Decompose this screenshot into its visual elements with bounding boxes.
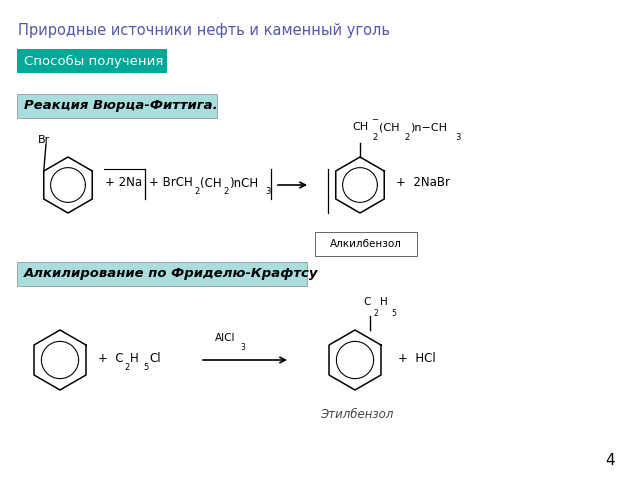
FancyBboxPatch shape	[17, 94, 217, 118]
Text: 2: 2	[194, 188, 199, 196]
Text: 2: 2	[223, 188, 228, 196]
Text: +  C: + C	[98, 351, 124, 364]
Text: H: H	[380, 297, 388, 307]
Text: Cl: Cl	[149, 351, 161, 364]
Text: )n−CH: )n−CH	[410, 122, 447, 132]
Text: Алкилирование по Фриделю-Крафтсу: Алкилирование по Фриделю-Крафтсу	[24, 267, 319, 280]
Text: Способы получения: Способы получения	[24, 54, 163, 68]
Text: (CH: (CH	[200, 177, 221, 190]
FancyBboxPatch shape	[17, 262, 307, 286]
Text: 2: 2	[374, 309, 379, 317]
FancyBboxPatch shape	[17, 49, 167, 73]
Text: 5: 5	[391, 309, 396, 317]
Text: Природные источники нефть и каменный уголь: Природные источники нефть и каменный уго…	[18, 23, 390, 38]
Text: AlCl: AlCl	[215, 333, 236, 343]
Text: Реакция Вюрца-Фиттига.: Реакция Вюрца-Фиттига.	[24, 99, 218, 112]
Text: CH: CH	[352, 122, 368, 132]
Text: C: C	[363, 297, 371, 307]
Text: 4: 4	[605, 453, 615, 468]
Text: +  2NaBr: + 2NaBr	[396, 177, 450, 190]
Text: 2: 2	[124, 363, 129, 372]
Text: (CH: (CH	[379, 122, 399, 132]
Text: 5: 5	[143, 363, 148, 372]
Text: Этилбензол: Этилбензол	[320, 408, 394, 421]
Text: )nCH: )nCH	[229, 177, 258, 190]
Text: Алкилбензол: Алкилбензол	[330, 239, 402, 249]
Text: Br: Br	[38, 135, 51, 145]
FancyBboxPatch shape	[315, 232, 417, 256]
Text: 3: 3	[455, 132, 460, 142]
Text: + 2Na: + 2Na	[105, 177, 142, 190]
Text: 2: 2	[404, 132, 409, 142]
Text: +  HCl: + HCl	[398, 351, 436, 364]
Text: 3: 3	[240, 344, 245, 352]
Text: 2: 2	[372, 132, 377, 142]
Text: −: −	[371, 116, 378, 124]
Text: H: H	[130, 351, 139, 364]
Text: 3: 3	[265, 188, 270, 196]
Text: + BrCH: + BrCH	[149, 177, 193, 190]
